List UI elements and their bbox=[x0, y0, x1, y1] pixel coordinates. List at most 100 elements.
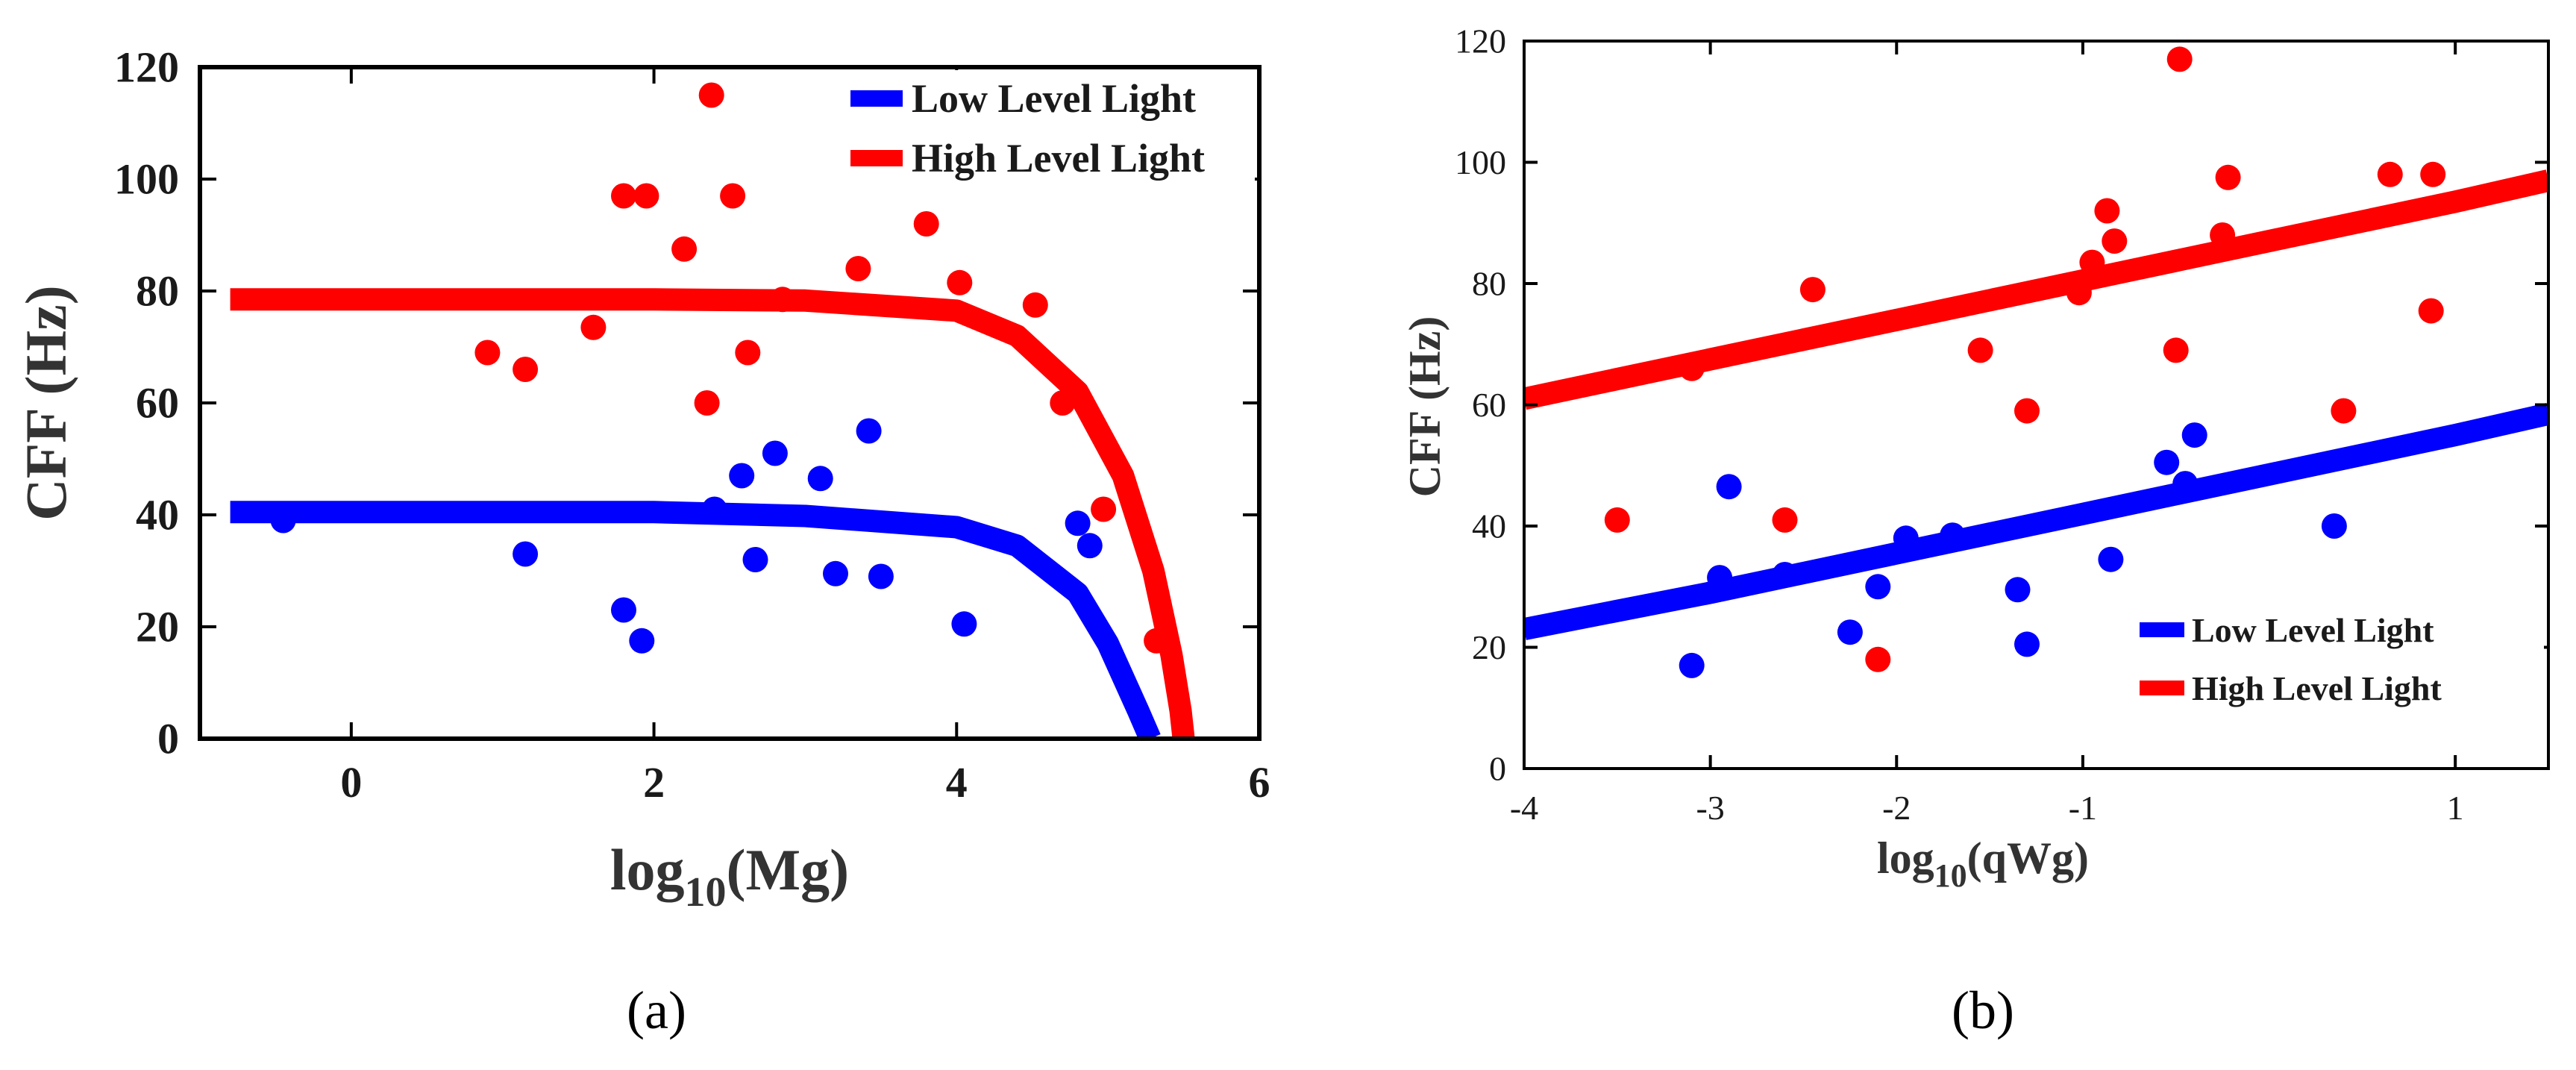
chart-a-panel-label: (a) bbox=[627, 980, 686, 1040]
chart-b-y-tick-label: 80 bbox=[1472, 265, 1506, 303]
chart-b-x-axis-label: log10(qWg) bbox=[1877, 833, 2089, 894]
chart-a-point-high bbox=[1022, 292, 1048, 318]
chart-b-point-low bbox=[1679, 652, 1705, 678]
chart-a-point-low bbox=[823, 560, 848, 586]
chart-b-axes: -4 -3 -2 -1 1 0 20 40 60 80 100 120 bbox=[1455, 22, 2548, 827]
chart-b-point-high bbox=[2215, 164, 2241, 190]
chart-a-point-low bbox=[856, 418, 882, 444]
chart-a-point-high bbox=[1050, 390, 1076, 416]
chart-a-x-tick-label: 2 bbox=[643, 758, 665, 807]
chart-b-point-low bbox=[2098, 546, 2124, 572]
chart-b-point-low bbox=[2172, 471, 2199, 497]
chart-b-point-high bbox=[2163, 337, 2189, 363]
chart-a-point-low bbox=[807, 466, 833, 492]
chart-a-x-tick-label: 0 bbox=[340, 758, 362, 807]
chart-panel-a: CFF (Hz) log10(Mg) (a) 0 2 4 60204060801001… bbox=[13, 43, 1270, 1041]
chart-a-point-high bbox=[720, 183, 746, 209]
chart-b-point-high bbox=[2079, 249, 2105, 275]
chart-b-x-tick-label: -3 bbox=[1696, 789, 1724, 827]
chart-b-point-low bbox=[1865, 574, 1891, 600]
chart-a-point-low bbox=[701, 496, 727, 522]
chart-b-point-high bbox=[2210, 222, 2236, 248]
chart-b-x-tick-label: -4 bbox=[1510, 789, 1538, 827]
chart-a-point-high bbox=[698, 82, 724, 108]
chart-b-point-low bbox=[1893, 525, 1919, 551]
chart-a-y-tick-label: 20 bbox=[136, 603, 179, 651]
chart-a-y-tick-label: 40 bbox=[136, 491, 179, 539]
chart-a-point-high bbox=[633, 183, 659, 209]
chart-b-point-low bbox=[2154, 449, 2180, 475]
chart-a-point-low bbox=[951, 611, 977, 637]
chart-a-legend: Low Level Light High Level Light bbox=[836, 70, 1255, 195]
chart-b-y-tick-label: 0 bbox=[1489, 750, 1506, 788]
chart-a-point-high bbox=[770, 287, 795, 313]
chart-a-point-high bbox=[580, 314, 607, 340]
chart-a-point-high bbox=[474, 340, 501, 366]
chart-b-point-high bbox=[1799, 277, 1826, 303]
chart-b-point-high bbox=[2014, 398, 2040, 424]
chart-a-point-low bbox=[1077, 533, 1103, 559]
chart-b-y-axis-label: CFF (Hz) bbox=[1400, 316, 1450, 498]
chart-b-x-tick-label: 1 bbox=[2447, 789, 2464, 827]
chart-b-fit-line-high bbox=[1524, 169, 2548, 410]
chart-b-point-low bbox=[1772, 562, 1798, 587]
chart-b-x-tick-label: -2 bbox=[1882, 789, 1911, 827]
chart-a-point-high bbox=[694, 390, 720, 416]
chart-b-legend-label-high: High Level Light bbox=[2192, 669, 2442, 707]
chart-b-y-tick-label: 60 bbox=[1472, 386, 1506, 424]
chart-a-point-high bbox=[1091, 496, 1117, 522]
chart-b-legend-box bbox=[2132, 598, 2544, 722]
chart-b-y-tick-label: 120 bbox=[1455, 22, 1506, 60]
chart-a-point-low bbox=[270, 507, 296, 534]
chart-b-point-high bbox=[2102, 228, 2128, 254]
chart-a-point-high bbox=[513, 357, 539, 382]
chart-b-point-high bbox=[1967, 337, 1993, 363]
chart-a-point-low bbox=[868, 563, 894, 589]
chart-a-point-low bbox=[611, 597, 636, 623]
chart-b-point-low bbox=[1837, 619, 1863, 645]
chart-b-point-high bbox=[2094, 198, 2120, 224]
chart-a-x-axis-label: log10(Mg) bbox=[610, 837, 849, 916]
chart-a-plot-area bbox=[230, 82, 1195, 739]
chart-b-fit-line-low bbox=[1524, 403, 2548, 640]
chart-b-point-low bbox=[2005, 577, 2031, 603]
chart-panel-b: CFF (Hz) log10(qWg) (b) -4 -3 -2 -1 1 0 20 40 60… bbox=[1400, 22, 2550, 1040]
chart-b-point-high bbox=[2166, 46, 2193, 72]
chart-a-y-tick-label: 60 bbox=[136, 379, 179, 428]
chart-b-point-high bbox=[1604, 507, 1630, 533]
chart-b-point-high bbox=[2420, 161, 2446, 187]
chart-a-point-high bbox=[611, 183, 636, 209]
chart-a-point-high bbox=[913, 211, 939, 237]
chart-b-y-tick-label: 20 bbox=[1472, 628, 1506, 666]
chart-b-point-high bbox=[1865, 646, 1891, 672]
chart-b-point-low bbox=[1716, 474, 1742, 500]
chart-b-point-low bbox=[1940, 522, 1966, 548]
chart-b-panel-label: (b) bbox=[1952, 980, 2014, 1040]
chart-b-legend: Low Level Light High Level Light bbox=[2132, 598, 2544, 722]
chart-a-y-axis-label: CFF (Hz) bbox=[13, 285, 78, 520]
chart-b-plot-area bbox=[1524, 46, 2548, 678]
chart-b-point-low bbox=[1707, 565, 1733, 591]
chart-b-legend-label-low: Low Level Light bbox=[2192, 611, 2434, 649]
chart-b-point-high bbox=[2418, 298, 2444, 324]
chart-b-point-high bbox=[2377, 161, 2403, 187]
chart-a-legend-box bbox=[836, 70, 1255, 195]
chart-a-y-tick-label: 100 bbox=[114, 155, 179, 204]
chart-b-point-high bbox=[1679, 355, 1705, 381]
chart-a-y-tick-label: 80 bbox=[136, 267, 179, 316]
chart-a-point-high bbox=[947, 269, 973, 295]
chart-a-point-high bbox=[735, 340, 761, 366]
chart-a-x-tick-label: 4 bbox=[946, 758, 968, 807]
chart-b-point-high bbox=[2066, 280, 2092, 306]
chart-b-y-tick-label: 100 bbox=[1455, 143, 1506, 181]
chart-a-point-low bbox=[629, 628, 655, 654]
chart-a-point-low bbox=[742, 547, 768, 572]
chart-a-point-low bbox=[513, 541, 539, 567]
chart-b-point-high bbox=[1772, 507, 1798, 533]
chart-b-point-low bbox=[2181, 422, 2207, 448]
chart-a-y-tick-label: 0 bbox=[157, 715, 179, 763]
chart-a-legend-label-high: High Level Light bbox=[912, 136, 1205, 181]
chart-a-fit-line-high bbox=[230, 288, 1195, 739]
chart-a-point-high bbox=[845, 256, 871, 281]
